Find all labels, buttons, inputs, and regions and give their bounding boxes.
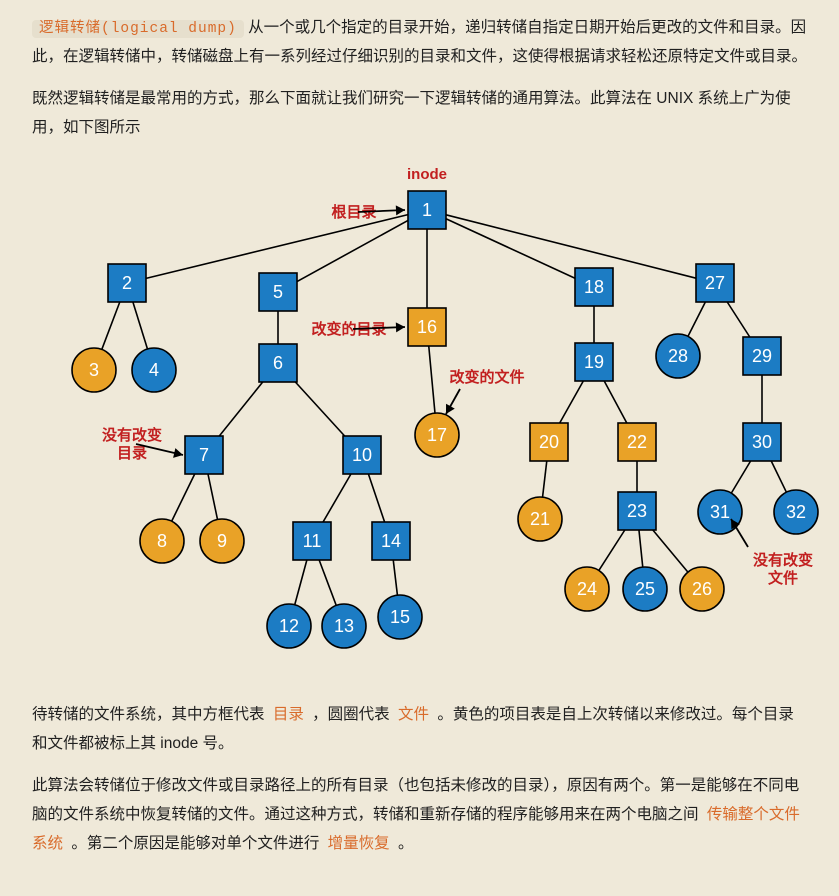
edge [208,474,218,519]
p3-dir: 目录 [269,706,308,723]
edge [604,381,627,423]
paragraph-4: 此算法会转储位于修改文件或目录路径上的所有目录（也包括未修改的目录），原因有两个… [32,772,807,858]
node-number-23: 23 [627,501,647,521]
node-number-12: 12 [279,616,299,636]
node-number-20: 20 [539,432,559,452]
node-number-9: 9 [217,531,227,551]
node-number-13: 13 [334,616,354,636]
edge [172,474,195,521]
edge [727,302,750,337]
node-number-28: 28 [668,346,688,366]
p4c: 。 [398,835,414,852]
edge [429,346,435,413]
node-number-15: 15 [390,607,410,627]
node-number-4: 4 [149,360,159,380]
node-number-7: 7 [199,445,209,465]
edge [295,560,307,605]
label-no-change-file-1: 没有改变 [753,551,813,569]
code-chip-logical-dump: 逻辑转储(logical dump) [32,20,244,38]
edge [639,530,643,567]
node-number-17: 17 [427,425,447,445]
edge [543,461,547,497]
node-number-26: 26 [692,579,712,599]
node-number-1: 1 [422,200,432,220]
edge [323,474,351,522]
label-no-change-dir-2: 目录 [117,445,147,462]
edge [368,474,384,522]
edge [102,302,120,349]
label-no-change-dir-1: 没有改变 [102,426,162,444]
paragraph-2: 既然逻辑转储是最常用的方式，那么下面就让我们研究一下逻辑转储的通用算法。此算法在… [32,85,807,142]
node-number-6: 6 [273,353,283,373]
edge [297,220,408,281]
node-number-29: 29 [752,346,772,366]
node-number-14: 14 [381,531,401,551]
paragraph-1: 逻辑转储(logical dump) 从一个或几个指定的目录开始，递归转储自指定… [32,14,807,71]
p4b: 。第二个原因是能够对单个文件进行 [71,835,319,852]
node-number-22: 22 [627,432,647,452]
node-number-18: 18 [584,277,604,297]
node-number-24: 24 [577,579,597,599]
edge [653,530,688,572]
edge [295,382,344,436]
node-number-11: 11 [303,531,322,551]
node-number-3: 3 [89,360,99,380]
node-number-16: 16 [417,317,437,337]
edge [133,302,148,349]
node-number-8: 8 [157,531,167,551]
node-number-31: 31 [710,502,730,522]
p3a: 待转储的文件系统，其中方框代表 [32,706,265,723]
p4h2: 增量恢复 [324,835,394,852]
p3-file: 文件 [394,706,433,723]
edge [393,560,397,595]
label-no-change-file-2: 文件 [768,569,798,587]
edge [688,302,705,336]
node-number-30: 30 [752,432,772,452]
label-inode: inode [407,166,447,183]
node-number-5: 5 [273,282,283,302]
edge [731,461,750,493]
node-number-25: 25 [635,579,655,599]
p3b: ，圆圈代表 [312,706,390,723]
edge [560,381,584,423]
edge [446,215,696,278]
edge [146,214,408,278]
node-number-2: 2 [122,273,132,293]
label-changed-file: 改变的文件 [449,368,524,386]
node-number-32: 32 [786,502,806,522]
inode-tree-diagram: 1234567891011121314151617181920212223242… [32,157,822,687]
node-number-27: 27 [705,273,725,293]
paragraph-3: 待转储的文件系统，其中方框代表 目录 ，圆圈代表 文件 。黄色的项目表是自上次转… [32,701,807,758]
p4a: 此算法会转储位于修改文件或目录路径上的所有目录（也包括未修改的目录），原因有两个… [32,777,799,823]
edge [771,461,786,492]
edge [446,219,575,278]
node-number-19: 19 [584,352,604,372]
edge [219,382,262,436]
node-number-10: 10 [352,445,372,465]
node-number-21: 21 [530,509,550,529]
edge [319,560,336,605]
edge [599,530,625,570]
